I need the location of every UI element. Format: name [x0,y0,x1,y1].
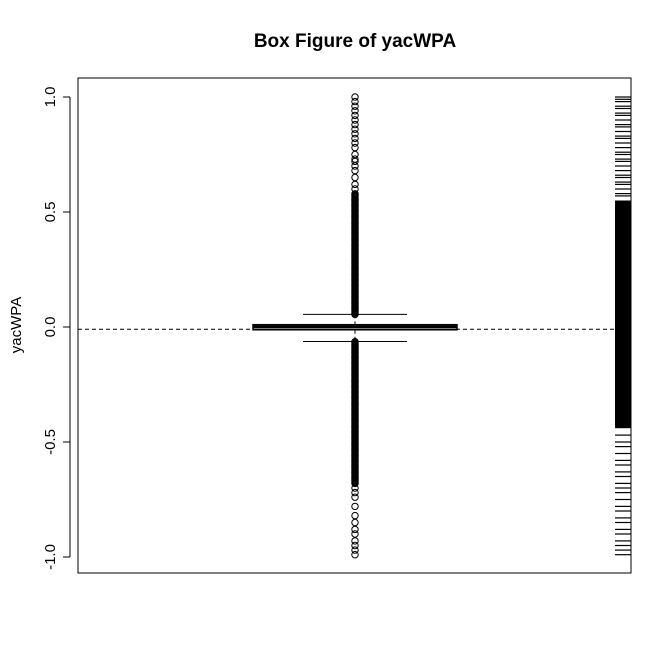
y-tick-label: -0.5 [42,429,59,455]
outlier-point [351,93,359,101]
outlier-point [351,518,359,527]
outlier-point [351,546,359,554]
outlier-point [351,143,359,152]
rug-marks-group [615,96,631,556]
y-tick-label: 0.0 [42,317,59,338]
outlier-point [351,134,359,143]
outlier-point [351,166,359,175]
outlier-point [351,125,359,133]
outlier-point [351,537,359,545]
outlier-points-group [351,93,359,559]
outlier-point [351,551,359,559]
outlier-point [351,107,359,115]
outlier-point [351,150,359,159]
outlier-point [351,180,359,189]
box-group [252,313,458,342]
outlier-point [351,493,359,501]
rug-dense-band [615,200,631,429]
outlier-point [351,511,359,520]
outlier-point [351,488,359,497]
y-axis-label: yacWPA [8,297,25,353]
outlier-point [351,502,359,511]
y-tick-label: 0.5 [42,202,59,223]
outlier-point [351,116,359,124]
outlier-point [351,139,359,147]
outlier-point [351,190,359,198]
y-tick-label: -1.0 [42,544,59,570]
outlier-point [351,541,359,550]
outlier-point [351,525,359,534]
y-axis: 1.0 0.5 0.0 -0.5 -1.0 [42,87,71,570]
outlier-point [351,185,359,193]
outlier-point [351,530,359,538]
outlier-point [351,97,359,106]
outlier-point [351,484,359,492]
outlier-point [351,111,359,120]
outlier-point [351,102,359,110]
chart-title: Box Figure of yacWPA [254,31,457,52]
outlier-point [351,130,359,138]
y-tick-label: 1.0 [42,87,59,108]
outlier-point [351,155,359,163]
outlier-point [351,173,359,182]
outlier-point [351,120,359,129]
